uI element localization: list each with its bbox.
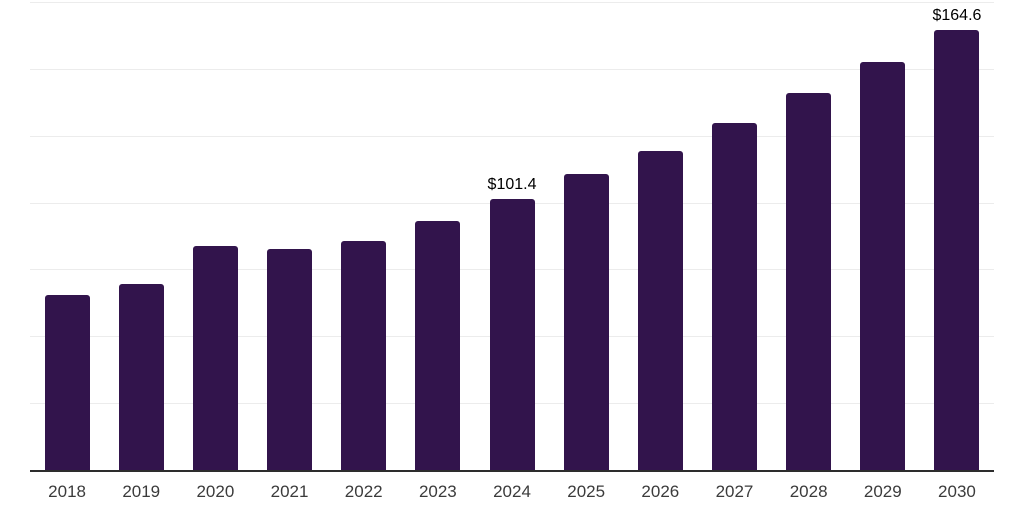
- bar-slot-2028: [772, 2, 846, 470]
- bar-slots: $101.4 $164.6: [30, 2, 994, 470]
- x-tick-label-2018: 2018: [48, 482, 86, 501]
- bar-2023: [415, 220, 461, 470]
- bar-2029: [860, 62, 906, 470]
- bar-2020: [192, 245, 238, 470]
- bar-2022: [341, 240, 387, 470]
- x-tick-label-2022: 2022: [344, 482, 383, 501]
- gridline-150: [30, 68, 994, 70]
- x-tick-label-2028: 2028: [789, 482, 828, 501]
- x-tick-label-2029: 2029: [863, 482, 902, 501]
- x-tick-label-2026: 2026: [641, 482, 680, 501]
- bar-slot-2027: [697, 2, 771, 470]
- plot-area: $101.4 $164.6: [30, 2, 994, 472]
- x-tick-label-2024: 2024: [493, 482, 531, 501]
- bar-value-label-2030: $164.6: [932, 6, 982, 24]
- x-tick-label-2019: 2019: [122, 482, 161, 501]
- gridline-125: [30, 135, 994, 137]
- bar-slot-2025: [549, 2, 623, 470]
- bar-chart: $101.4 $164.6 2018 2019 2020 2021 2022 2023 202…: [30, 0, 994, 512]
- bar-slot-2026: [623, 2, 697, 470]
- bar-slot-2030: $164.6: [920, 2, 994, 470]
- bar-2028: [786, 93, 832, 470]
- x-tick-label-2025: 2025: [567, 482, 606, 501]
- bar-slot-2021: [252, 2, 326, 470]
- bar-slot-2019: [104, 2, 178, 470]
- bar-slot-2029: [846, 2, 920, 470]
- bar-2024: [489, 198, 535, 470]
- bar-2026: [637, 150, 683, 470]
- bar-value-label-2024: $101.4: [487, 175, 537, 193]
- bar-2030: [934, 29, 980, 470]
- bar-slot-2018: [30, 2, 104, 470]
- x-tick-label-2020: 2020: [196, 482, 235, 501]
- gridline-175: [30, 2, 994, 3]
- bar-slot-2022: [327, 2, 401, 470]
- x-tick-label-2030: 2030: [938, 482, 976, 501]
- bar-slot-2020: [178, 2, 252, 470]
- bar-2018: [44, 294, 90, 470]
- bar-2027: [711, 123, 757, 470]
- bar-slot-2024: $101.4: [475, 2, 549, 470]
- bar-slot-2023: [401, 2, 475, 470]
- x-axis: 2018 2019 2020 2021 2022 2023 2024 2025 2026 2027…: [30, 472, 994, 512]
- x-tick-label-2027: 2027: [715, 482, 754, 501]
- x-tick-label-2021: 2021: [270, 482, 309, 501]
- bar-2019: [118, 283, 164, 470]
- bar-2021: [267, 248, 313, 470]
- x-tick-label-2023: 2023: [418, 482, 457, 501]
- bar-2025: [563, 173, 609, 470]
